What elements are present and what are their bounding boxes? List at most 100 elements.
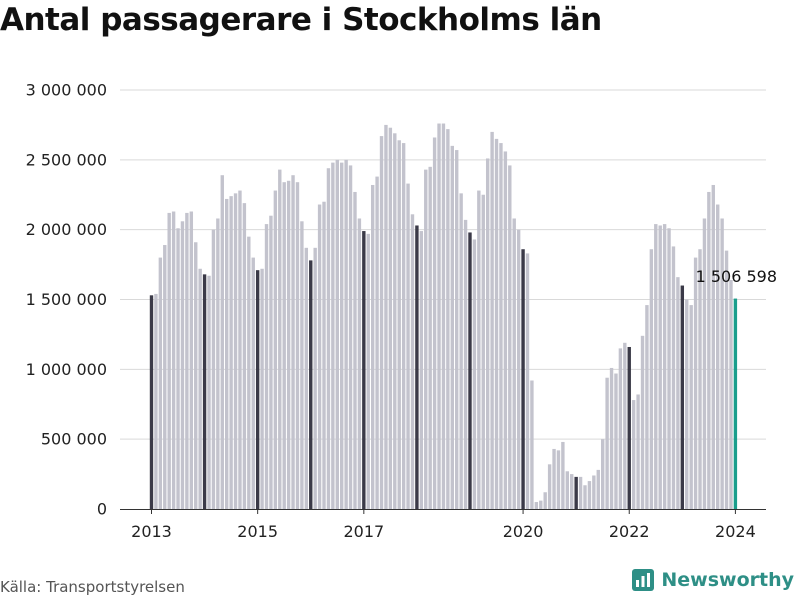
y-axis-labels: 0 500 000 1 000 000 1 500 000 2 000 000 2 500… — [26, 81, 107, 519]
bar — [441, 123, 446, 510]
bar — [716, 204, 720, 509]
y-tick-label: 1 500 000 — [26, 290, 107, 309]
bar — [733, 298, 738, 509]
x-tick-label: 2017 — [343, 522, 384, 541]
bar — [171, 211, 176, 509]
y-tick-label: 2 500 000 — [26, 150, 107, 169]
bar — [388, 127, 393, 510]
x-tick-label: 2020 — [503, 522, 544, 541]
bar — [269, 215, 273, 509]
bar — [534, 502, 539, 509]
bar — [477, 190, 481, 509]
bar — [211, 229, 216, 510]
bar — [463, 219, 468, 509]
bar — [348, 165, 353, 510]
bar — [322, 201, 326, 510]
bar — [601, 439, 605, 509]
bar — [552, 448, 556, 509]
bar — [543, 492, 547, 509]
bar — [384, 124, 388, 510]
x-axis: 2013 2015 2017 2020 2022 2024 — [120, 509, 766, 541]
bar — [216, 218, 220, 510]
bar — [658, 225, 662, 510]
bars — [149, 123, 738, 510]
bar — [366, 233, 370, 510]
bar — [432, 137, 437, 510]
bar — [578, 476, 583, 509]
bar — [450, 145, 454, 509]
bar — [233, 193, 238, 509]
bar — [702, 218, 707, 510]
newsworthy-logo-icon — [632, 569, 655, 591]
bar — [530, 380, 534, 509]
bar — [362, 231, 366, 509]
bar — [446, 129, 450, 510]
bar — [326, 168, 331, 509]
bar — [720, 218, 724, 510]
bar — [459, 193, 463, 509]
bar — [605, 377, 609, 509]
bar — [331, 162, 335, 509]
bar — [273, 190, 278, 509]
bar — [516, 229, 521, 510]
bar — [503, 151, 508, 509]
bar — [481, 194, 485, 509]
y-tick-label: 2 000 000 — [26, 220, 107, 239]
newsworthy-logo[interactable]: Newsworthy — [631, 568, 794, 592]
bar — [149, 295, 154, 509]
bar — [189, 211, 194, 509]
bar — [671, 246, 676, 509]
annotation: 1 506 598 — [696, 267, 777, 286]
bar — [419, 231, 424, 509]
bar — [304, 247, 309, 509]
bar — [623, 342, 627, 509]
bar — [667, 228, 671, 509]
bar — [508, 165, 512, 510]
bar — [238, 190, 242, 509]
bar — [494, 138, 499, 509]
bar — [154, 293, 158, 509]
bar — [587, 481, 592, 509]
x-tick-label: 2015 — [237, 522, 278, 541]
bar — [521, 249, 525, 509]
x-tick-label: 2022 — [609, 522, 650, 541]
bar — [207, 275, 211, 509]
bar — [406, 183, 410, 509]
bar — [583, 485, 587, 509]
bar — [618, 348, 623, 509]
bar — [592, 475, 596, 509]
bar — [556, 450, 561, 509]
bar — [176, 228, 180, 509]
bar — [242, 203, 247, 509]
bar — [158, 257, 163, 509]
bar — [353, 191, 357, 509]
bar — [596, 469, 600, 509]
source-note: Källa: Transportstyrelsen — [0, 578, 185, 596]
bar — [225, 198, 229, 509]
bar — [609, 367, 614, 509]
bar — [547, 464, 552, 509]
bar — [317, 204, 322, 509]
bar — [401, 143, 406, 509]
bar — [295, 182, 300, 509]
bar — [680, 285, 685, 509]
bar — [424, 169, 428, 510]
bar — [185, 212, 189, 509]
y-tick-label: 1 000 000 — [26, 360, 107, 379]
bar — [455, 150, 459, 509]
bar — [649, 249, 654, 509]
bar — [393, 133, 397, 510]
bar — [711, 184, 715, 509]
y-tick-label: 3 000 000 — [26, 81, 107, 100]
bar — [724, 250, 729, 509]
bar — [468, 232, 472, 509]
bar — [282, 182, 286, 509]
bar — [539, 500, 543, 509]
last-value-label: 1 506 598 — [696, 267, 777, 286]
bar — [194, 242, 198, 510]
bar — [370, 184, 375, 509]
bar — [264, 224, 269, 509]
bar — [485, 158, 490, 509]
bar — [472, 239, 477, 509]
